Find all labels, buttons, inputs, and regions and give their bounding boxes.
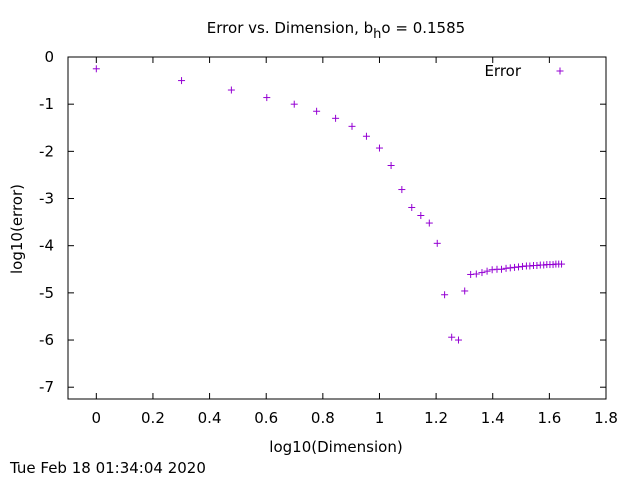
data-point <box>448 333 456 341</box>
data-point <box>227 86 235 94</box>
chart-title: Error vs. Dimension, bho = 0.1585 <box>207 19 465 42</box>
chart-title-subscript: h <box>373 27 381 42</box>
y-tick-label: -6 <box>39 331 54 349</box>
timestamp: Tue Feb 18 01:34:04 2020 <box>10 459 206 477</box>
y-tick-labels: 0 -1 -2 -3 -4 -5 -6 -7 <box>39 48 54 396</box>
data-point <box>332 114 340 122</box>
x-axis-label: log10(Dimension) <box>269 438 402 456</box>
data-point <box>178 77 186 85</box>
axis-ticks <box>68 56 607 399</box>
legend: Error <box>484 62 564 80</box>
x-tick-label: 1.4 <box>481 409 505 427</box>
x-tick-label: 1.6 <box>537 409 561 427</box>
chart-title-suffix: o = 0.1585 <box>381 19 465 37</box>
data-point <box>461 287 469 295</box>
y-tick-label: -5 <box>39 284 54 302</box>
x-tick-labels: 0 0.2 0.4 0.6 0.8 1 1.2 1.4 1.6 1.8 <box>92 409 618 427</box>
x-tick-label: 0.6 <box>254 409 278 427</box>
y-tick-label: -7 <box>39 378 54 396</box>
data-point <box>313 107 321 115</box>
data-point <box>483 267 491 275</box>
y-axis-label: log10(error) <box>8 184 26 274</box>
y-tick-label: -1 <box>39 95 54 113</box>
y-tick-label: -3 <box>39 190 54 208</box>
data-point <box>433 239 441 247</box>
x-tick-label: 1 <box>375 409 385 427</box>
x-tick-label: 1.8 <box>594 409 618 427</box>
chart-title-prefix: Error vs. Dimension, b <box>207 19 373 37</box>
x-tick-label: 1.2 <box>424 409 448 427</box>
legend-label: Error <box>484 62 521 80</box>
data-point <box>441 291 449 299</box>
data-point <box>472 270 480 278</box>
legend-marker <box>556 67 564 75</box>
x-tick-label: 0 <box>92 409 102 427</box>
data-point <box>375 144 383 152</box>
data-point <box>558 260 566 268</box>
x-tick-label: 0.4 <box>198 409 222 427</box>
data-point <box>425 219 433 227</box>
data-point <box>387 161 395 169</box>
data-point <box>408 203 416 211</box>
data-point <box>417 211 425 219</box>
x-tick-label: 0.8 <box>311 409 335 427</box>
data-point <box>348 122 356 130</box>
data-point <box>478 269 486 277</box>
data-point <box>398 186 406 194</box>
data-point <box>263 94 271 102</box>
data-points <box>92 65 566 344</box>
plot-frame <box>67 56 607 400</box>
data-point <box>362 132 370 140</box>
x-tick-label: 0.2 <box>141 409 165 427</box>
data-point <box>290 100 298 108</box>
data-point <box>92 65 100 73</box>
data-point <box>454 336 462 344</box>
data-point <box>498 265 506 273</box>
y-tick-label: -4 <box>39 237 54 255</box>
y-tick-label: 0 <box>44 48 54 66</box>
legend-plus-marker <box>556 67 564 75</box>
y-tick-label: -2 <box>39 142 54 160</box>
